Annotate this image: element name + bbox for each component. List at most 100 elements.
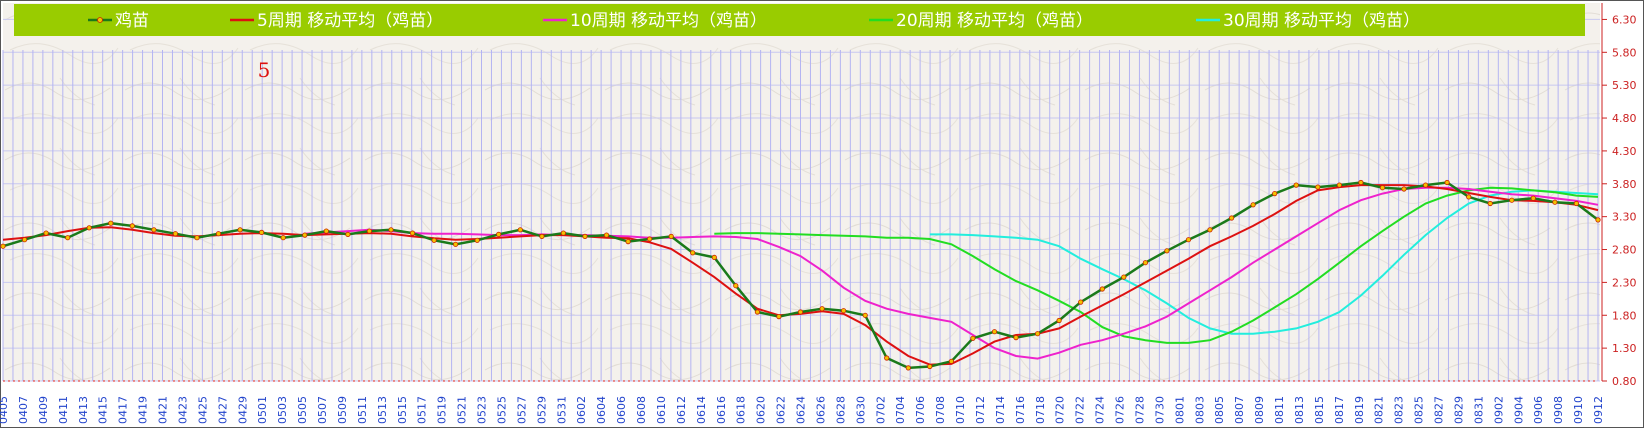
x-tick-label: 0527	[515, 396, 528, 424]
data-point	[452, 241, 459, 247]
data-point	[840, 308, 847, 314]
data-point	[539, 233, 545, 239]
x-tick-label: 0831	[1472, 396, 1485, 424]
y-tick-label: 5.80	[1612, 46, 1637, 59]
x-tick-label: 0413	[77, 396, 90, 424]
x-tick-label: 0904	[1512, 396, 1525, 424]
x-tick-label: 0702	[874, 396, 887, 424]
x-tick-label: 0415	[97, 396, 110, 424]
x-tick-label: 0829	[1452, 396, 1465, 424]
series-line	[714, 186, 1599, 344]
x-tick-label: 0720	[1054, 396, 1067, 424]
data-point	[65, 235, 71, 241]
data-point	[991, 329, 998, 335]
data-point	[129, 223, 135, 229]
data-point	[0, 243, 6, 249]
x-tick-label: 0823	[1393, 396, 1406, 424]
data-point	[172, 231, 178, 237]
x-tick-label: 0815	[1313, 396, 1326, 424]
legend-bar	[14, 4, 1585, 36]
chart-annotation: 5	[258, 58, 271, 82]
data-point	[1207, 227, 1213, 233]
data-point	[1509, 197, 1515, 203]
data-point	[776, 313, 782, 320]
x-tick-label: 0423	[176, 396, 189, 424]
x-tick-label: 0825	[1413, 396, 1426, 424]
plot-area	[3, 3, 1600, 381]
series-layer	[0, 179, 1601, 371]
legend-label: 10周期 移动平均（鸡苗）	[570, 11, 767, 31]
data-point	[496, 231, 502, 237]
legend-label: 5周期 移动平均（鸡苗）	[257, 11, 443, 31]
y-tick-label: 1.80	[1612, 309, 1637, 322]
data-point	[1573, 200, 1580, 207]
data-point	[409, 230, 416, 236]
x-tick-label: 0519	[436, 396, 449, 424]
x-tick-label: 0622	[775, 396, 788, 424]
data-point	[1530, 195, 1536, 201]
x-tick-label: 0501	[256, 396, 269, 424]
data-point	[1272, 191, 1278, 197]
data-point	[1423, 182, 1429, 188]
x-tick-label: 0809	[1253, 396, 1266, 424]
data-point	[1466, 194, 1472, 200]
data-point	[1293, 182, 1299, 188]
data-point	[1595, 217, 1601, 223]
x-tick-label: 0728	[1133, 396, 1146, 424]
x-tick-label: 0614	[695, 396, 708, 424]
legend: 鸡苗 5周期 移动平均（鸡苗） 10周期 移动平均（鸡苗） 20周期 移动平均（鸡苗）…	[88, 11, 1420, 31]
x-tick-label: 0515	[396, 396, 409, 424]
legend-label: 鸡苗	[115, 11, 149, 31]
x-tick-label: 0908	[1552, 396, 1565, 424]
data-point	[517, 227, 523, 233]
data-point	[690, 250, 696, 256]
data-point	[1013, 334, 1019, 341]
x-tick-label: 0807	[1233, 396, 1246, 424]
x-tick-label: 0525	[495, 396, 508, 424]
data-point	[905, 365, 911, 371]
series-line	[304, 186, 1599, 360]
x-tick-label: 0716	[1014, 396, 1027, 424]
x-tick-label: 0813	[1293, 396, 1306, 424]
x-tick-label: 0421	[157, 396, 170, 424]
data-point	[970, 335, 976, 341]
x-tick-label: 0821	[1373, 396, 1386, 424]
y-tick-label: 2.80	[1612, 244, 1637, 257]
data-point	[1315, 184, 1321, 190]
x-tick-label: 0712	[974, 396, 987, 424]
data-point	[1035, 331, 1041, 337]
y-axis: 0.80 1.30 1.80 2.30 2.80 3.30 3.80 4.30 4.80 5.30…	[1601, 3, 1637, 388]
data-point	[237, 227, 243, 233]
data-point	[582, 233, 588, 239]
x-tick-label: 0803	[1193, 396, 1206, 424]
data-point	[1250, 202, 1256, 208]
data-point	[1229, 215, 1235, 221]
data-point	[1099, 286, 1105, 292]
x-tick-label: 0811	[1273, 396, 1286, 424]
x-tick-label: 0618	[735, 396, 748, 424]
x-tick-label: 0710	[954, 396, 967, 424]
data-point	[108, 220, 114, 226]
x-tick-label: 0714	[994, 396, 1007, 424]
data-point	[754, 309, 761, 315]
data-point	[1336, 182, 1343, 188]
x-tick-label: 0906	[1532, 396, 1545, 424]
data-point	[1444, 179, 1450, 186]
x-tick-label: 0405	[0, 396, 10, 424]
x-tick-label: 0505	[296, 396, 309, 424]
y-tick-label: 2.30	[1612, 276, 1637, 289]
data-point	[1056, 317, 1062, 324]
y-tick-label: 0.80	[1612, 375, 1637, 388]
legend-label: 20周期 移动平均（鸡苗）	[896, 11, 1093, 31]
x-tick-label: 0610	[655, 396, 668, 424]
data-point	[1401, 186, 1407, 192]
x-tick-label: 0523	[476, 396, 489, 424]
data-point	[927, 363, 933, 370]
y-tick-label: 1.30	[1612, 342, 1637, 355]
x-tick-label: 0602	[575, 396, 588, 424]
x-tick-label: 0910	[1572, 396, 1585, 424]
data-point	[1379, 185, 1386, 191]
x-tick-label: 0521	[456, 396, 469, 424]
x-tick-label: 0531	[555, 396, 568, 424]
data-point	[603, 232, 610, 238]
